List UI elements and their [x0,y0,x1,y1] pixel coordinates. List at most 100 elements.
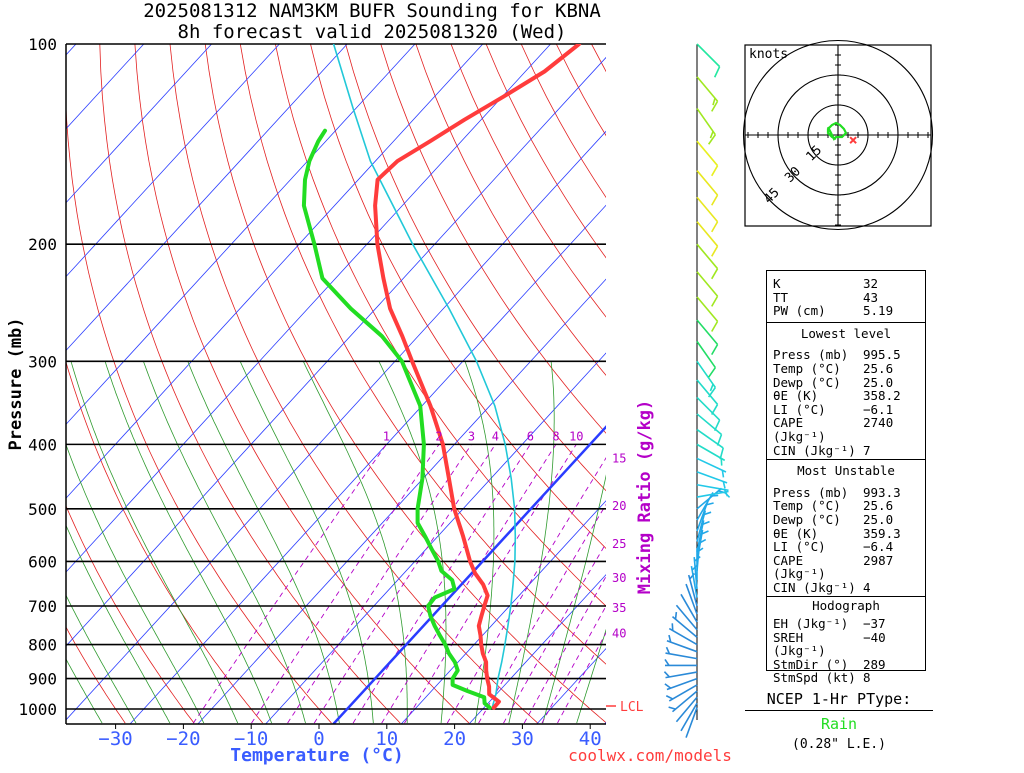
mixing-ratio-line [252,444,440,723]
wind-barb [665,647,697,658]
wind-barb [697,488,725,509]
index-row: Dewp (°C)25.0 [773,376,919,390]
mixing-ratio-line [447,444,614,723]
index-label: CAPE (Jkg⁻¹) [773,554,863,581]
index-row: CAPE (Jkg⁻¹)2740 [773,416,919,443]
index-value: 7 [863,444,919,458]
ptype-amount: (0.28" L.E.) [745,737,933,752]
pressure-tick-label: 300 [28,352,57,371]
mixing-ratio-label: 6 [527,429,534,443]
index-value: 995.5 [863,348,919,362]
wind-barb [697,430,723,460]
isotherm-line [0,44,551,724]
dry-adiabat [65,44,332,723]
footer-url: coolwx.com/models [568,746,732,765]
mixing-ratio-line [353,444,530,723]
hodograph-units-label: knots [749,47,788,62]
index-row: Temp (°C)25.6 [773,362,919,376]
pressure-tick-label: 400 [28,435,57,454]
index-value: 2987 [863,554,919,581]
moist-adiabat [40,361,204,723]
index-row: EH (Jkg⁻¹)−37 [773,617,919,631]
wind-barb [665,659,697,665]
index-label: K [773,277,781,291]
index-label: PW (cm) [773,304,826,318]
wind-barb [697,108,715,144]
index-value: 25.0 [863,513,919,527]
isotherm-line [0,44,415,724]
index-label: Press (mb) [773,486,848,500]
index-value: 4 [863,581,919,595]
isotherm-line [0,44,618,724]
index-value: 358.2 [863,389,919,403]
dry-adiabat [205,44,606,723]
moist-adiabat [240,361,373,723]
hodograph-indices-heading: Hodograph [773,599,919,613]
pressure-tick-label: 800 [28,636,57,655]
pressure-tick-label: 200 [28,235,57,254]
index-value: 5.19 [863,304,919,318]
index-value: 32 [863,277,919,291]
chart-title-line1: 2025081312 NAM3KM BUFR Sounding for KBNA [143,0,601,22]
dry-adiabat [0,44,194,723]
temperature-tick-label: 30 [511,728,534,750]
index-row: θE (K)359.3 [773,527,919,541]
index-row: Press (mb)993.3 [773,486,919,500]
index-row: CAPE (Jkg⁻¹)2987 [773,554,919,581]
index-value: −40 [863,631,919,658]
isotherm-line [0,44,212,724]
profiles [304,44,579,708]
ptype-value: Rain [745,715,933,733]
index-value: 43 [863,291,919,305]
index-value: 359.3 [863,527,919,541]
ptype-title: NCEP 1-Hr PType: [745,690,933,711]
dry-adiabat [240,44,675,723]
index-row: Press (mb) 995.5 [773,348,919,362]
index-label: Press (mb) [773,348,848,362]
index-label: Dewp (°C) [773,513,841,527]
index-label: StmSpd (kt) [773,671,856,685]
mixing-ratio-line [288,444,472,723]
mixing-ratio-label: 30 [612,571,626,585]
most-unstable-heading: Most Unstable [773,464,919,478]
index-row: Temp (°C)25.6 [773,499,919,513]
wind-barb [697,341,715,377]
lowest-level-heading: Lowest level [773,327,919,341]
index-value: 8 [863,671,919,685]
index-label: EH (Jkg⁻¹) [773,617,848,631]
pressure-tick-label: 500 [28,500,57,519]
pressure-tick-label: 700 [28,597,57,616]
index-row: StmDir (°)289 [773,658,919,672]
index-row: PW (cm) 5.19 [773,304,919,318]
index-row: Dewp (°C) 25.0 [773,513,919,527]
index-label: θE (K) [773,389,818,403]
moist-adiabats [0,361,688,723]
index-row: LI (°C)−6.1 [773,403,919,417]
mixing-ratio-label: 15 [612,451,626,465]
index-value: −6.4 [863,540,919,554]
wind-barb [697,77,718,112]
index-label: CIN (Jkg⁻¹) [773,444,856,458]
temperature-tick-label: 20 [443,728,466,750]
moist-adiabat [105,361,272,723]
temperature-tick-label: −20 [166,728,200,750]
mixing-ratio-label: 35 [612,601,626,615]
index-row: SREH (Jkg⁻¹)−40 [773,631,919,658]
moist-adiabat [143,361,305,723]
moist-adiabat [379,361,446,723]
wind-barb [667,635,697,652]
lcl-label: LCL [620,700,644,715]
y-axis-label: Pressure (mb) [6,317,26,450]
index-value: 289 [863,658,919,672]
isotherm-line [198,44,822,724]
wind-barb [697,197,718,232]
mixing-ratio-label: 1 [383,429,390,443]
pressure-tick-label: 1000 [18,700,57,719]
wind-barb [697,244,718,279]
index-row: CIN (Jkg⁻¹)4 [773,581,919,595]
